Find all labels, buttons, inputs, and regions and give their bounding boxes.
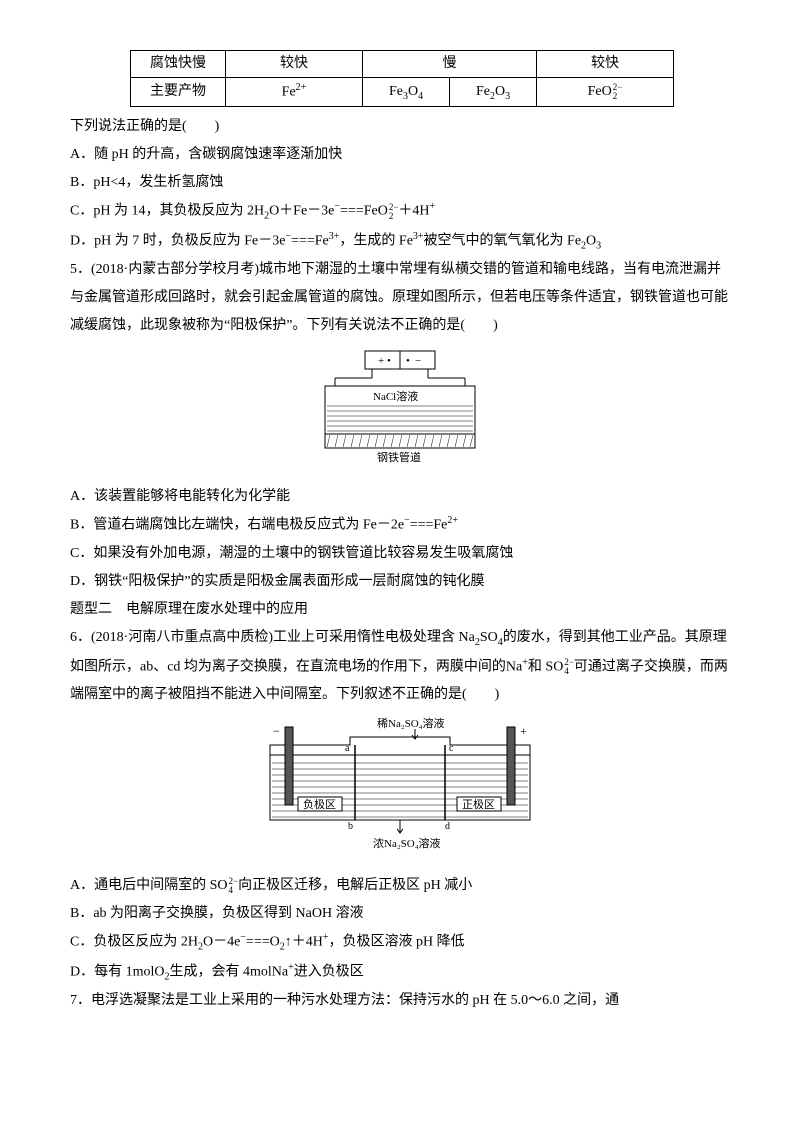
svg-text:•: • (387, 355, 391, 367)
svg-text:+: + (378, 355, 384, 367)
q4-A: A．随 pH 的升高，含碳钢腐蚀速率逐渐加快 (70, 141, 730, 169)
row2-h: 主要产物 (131, 78, 226, 107)
q4-stem: 下列说法正确的是( ) (70, 113, 730, 141)
q6-figure: 稀Na₂SO₄溶液 − + a c b d 负极区 正极区 浓Na₂SO₄溶液 (70, 715, 730, 866)
q4-D: D．pH 为 7 时，负极反应为 Fe－3e−===Fe3+，生成的 Fe3+被… (70, 227, 730, 256)
sec2-title: 题型二 电解原理在废水处理中的应用 (70, 596, 730, 624)
q4-B: B．pH<4，发生析氢腐蚀 (70, 169, 730, 197)
q5-B: B．管道右端腐蚀比左端快，右端电极反应式为 Fe－2e−===Fe2+ (70, 511, 730, 540)
row2-c3b: Fe2O3 (450, 78, 537, 107)
corrosion-table: 腐蚀快慢 较快 慢 较快 主要产物 Fe2+ Fe3O4 Fe2O3 FeO2−… (130, 50, 674, 107)
row1-c4: 较快 (537, 51, 674, 78)
svg-text:c: c (449, 743, 454, 754)
q7-stem: 7．电浮选凝聚法是工业上采用的一种污水处理方法：保持污水的 pH 在 5.0～6… (70, 987, 730, 1015)
row1-c3: 慢 (363, 51, 537, 78)
row2-c2: Fe2+ (226, 78, 363, 107)
q6-B: B．ab 为阳离子交换膜，负极区得到 NaOH 溶液 (70, 900, 730, 928)
svg-text:+: + (520, 724, 527, 738)
q6-stem: 6．(2018·河南八市重点高中质检)工业上可采用惰性电极处理含 Na2SO4的… (70, 624, 730, 709)
q5-figure: + • • − NaCl溶液 钢铁管道 (70, 346, 730, 477)
row1-h: 腐蚀快慢 (131, 51, 226, 78)
svg-text:浓Na₂SO₄溶液: 浓Na₂SO₄溶液 (373, 836, 441, 850)
q5-C: C．如果没有外加电源，潮湿的土壤中的钢铁管道比较容易发生吸氧腐蚀 (70, 540, 730, 568)
q5-D: D．钢铁“阳极保护”的实质是阳极金属表面形成一层耐腐蚀的钝化膜 (70, 568, 730, 596)
svg-text:钢铁管道: 钢铁管道 (377, 450, 421, 464)
row2-c3a: Fe3O4 (363, 78, 450, 107)
svg-text:稀Na₂SO₄溶液: 稀Na₂SO₄溶液 (377, 716, 445, 730)
q5-stem: 5．(2018·内蒙古部分学校月考)城市地下潮湿的土壤中常埋有纵横交错的管道和输… (70, 256, 730, 340)
svg-text:d: d (445, 821, 450, 832)
row2-c4: FeO2−2 (537, 78, 674, 107)
svg-text:−: − (415, 355, 421, 367)
svg-text:•: • (406, 355, 410, 367)
svg-text:正极区: 正极区 (462, 797, 495, 811)
svg-text:负极区: 负极区 (303, 797, 336, 811)
svg-text:NaCl溶液: NaCl溶液 (373, 389, 418, 403)
svg-text:b: b (348, 821, 353, 832)
svg-text:a: a (345, 743, 350, 754)
q6-C: C．负极区反应为 2H2O－4e−===O2↑＋4H+，负极区溶液 pH 降低 (70, 928, 730, 957)
q4-C: C．pH 为 14，其负极反应为 2H2O＋Fe－3e−===FeO2−2＋4H… (70, 197, 730, 226)
q6-A: A．通电后中间隔室的 SO2−4向正极区迁移，电解后正极区 pH 减小 (70, 872, 730, 900)
row1-c2: 较快 (226, 51, 363, 78)
svg-text:−: − (273, 724, 280, 738)
q5-A: A．该装置能够将电能转化为化学能 (70, 483, 730, 511)
q6-D: D．每有 1molO2生成，会有 4molNa+进入负极区 (70, 958, 730, 987)
